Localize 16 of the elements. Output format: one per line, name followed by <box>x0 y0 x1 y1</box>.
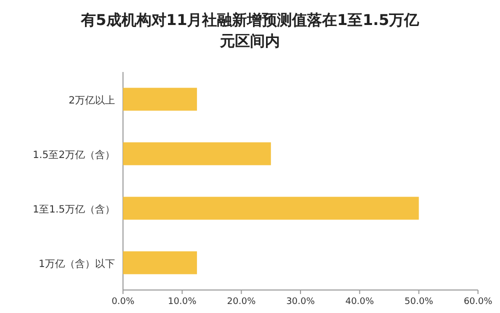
bar <box>123 251 197 274</box>
x-tick-label: 20.0% <box>227 297 256 307</box>
y-tick-label: 1至1.5万亿（含） <box>32 203 115 216</box>
y-tick-label: 2万亿以上 <box>68 94 115 106</box>
x-tick-label: 30.0% <box>286 297 316 307</box>
bar <box>123 196 419 220</box>
title: 有5成机构对11月社融新增预测值落在1至1.5万亿元区间内 <box>80 10 420 52</box>
x-tick-label: 60.0% <box>464 297 493 307</box>
bar <box>123 88 197 111</box>
x-tick-label: 40.0% <box>345 297 374 307</box>
y-tick-label: 1万亿（含）以下 <box>38 258 115 270</box>
x-tick-label: 0.0% <box>112 297 135 307</box>
x-tick-label: 50.0% <box>404 297 434 307</box>
y-tick-label: 1.5至2万亿（含） <box>32 148 115 161</box>
bar <box>123 142 271 166</box>
x-tick-label: 10.0% <box>168 297 197 307</box>
